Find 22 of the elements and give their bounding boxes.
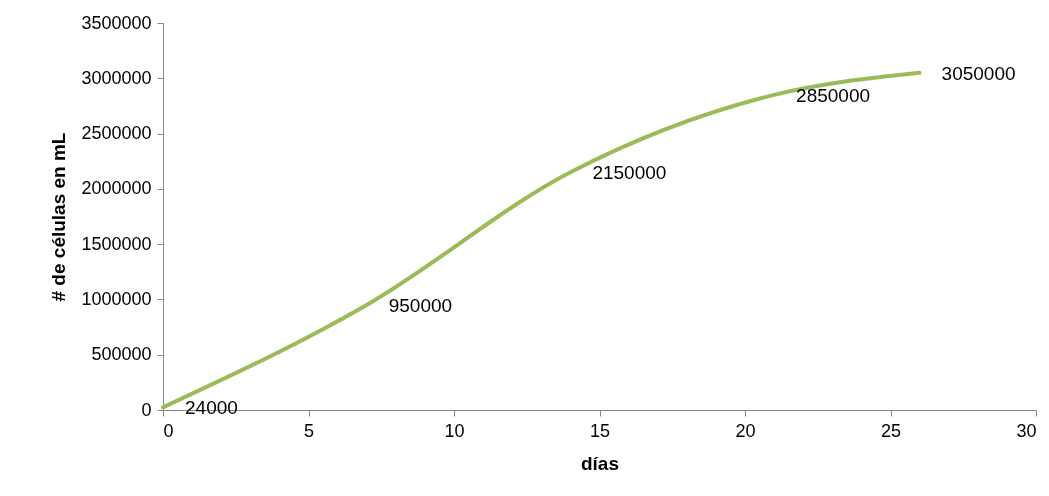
data-label: 950000 xyxy=(388,294,453,316)
x-tick-label: 25 xyxy=(880,420,902,441)
x-tick-label: 15 xyxy=(589,420,611,441)
x-tick-label: 20 xyxy=(735,420,756,441)
x-tick-label: 30 xyxy=(1016,420,1037,441)
x-tick-label: 5 xyxy=(303,420,315,441)
y-tick-label: 1000000 xyxy=(81,288,152,309)
x-axis-title: días xyxy=(580,452,620,474)
y-tick-label: 3500000 xyxy=(81,12,152,33)
data-label: 3050000 xyxy=(941,62,1016,84)
x-tick-label: 10 xyxy=(444,420,465,441)
y-tick-label: 0 xyxy=(141,399,152,420)
x-tick-label: 0 xyxy=(163,420,174,441)
data-label: 2150000 xyxy=(592,162,667,184)
y-tick-label: 2500000 xyxy=(81,123,152,144)
y-tick-label: 2000000 xyxy=(81,178,152,199)
data-label: 2850000 xyxy=(796,84,871,106)
y-axis-title: # de células en mL xyxy=(48,132,70,302)
y-tick-label: 1500000 xyxy=(81,233,152,254)
data-label: 24000 xyxy=(185,397,238,419)
y-tick-label: 500000 xyxy=(91,344,152,365)
y-tick-label: 3000000 xyxy=(81,67,152,88)
